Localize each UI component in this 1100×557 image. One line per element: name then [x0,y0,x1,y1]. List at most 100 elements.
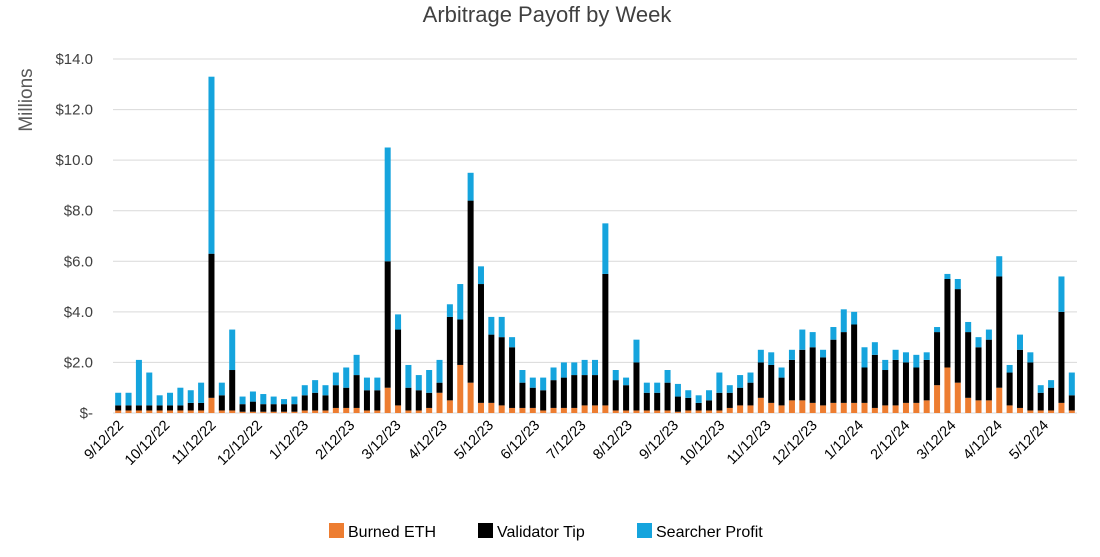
bar-burned-eth [633,410,640,413]
bar-validator-tip [177,405,184,411]
bar-searcher-profit [374,377,381,391]
bar-validator-tip [581,375,588,406]
x-tick-label: 12/12/22 [215,418,266,469]
bar-validator-tip [135,405,142,411]
bar-searcher-profit [322,385,329,396]
bar-searcher-profit [602,223,609,274]
chart-title: Arbitrage Payoff by Week [423,2,673,27]
x-tick-label: 5/12/24 [1007,418,1053,464]
bar-validator-tip [571,375,578,408]
bar-validator-tip [633,362,640,411]
bar-validator-tip [674,396,681,412]
bar-burned-eth [239,411,246,413]
bar-burned-eth [726,407,733,413]
bar-searcher-profit [146,372,153,406]
bar-validator-tip [1048,387,1055,411]
bar-searcher-profit [395,314,402,330]
bar-burned-eth [457,364,464,413]
bar-burned-eth [415,410,422,413]
bar-burned-eth [674,411,681,413]
bar-burned-eth [135,410,142,413]
bar-validator-tip [871,354,878,408]
bar-searcher-profit [177,387,184,406]
bar-searcher-profit [788,349,795,360]
bar-searcher-profit [757,349,764,363]
x-tick-label: 2/12/23 [313,418,359,464]
bar-searcher-profit [975,337,982,348]
legend: Burned ETH Validator Tip Searcher Profit [329,523,763,541]
legend-label: Searcher Profit [656,524,763,541]
bar-searcher-profit [591,359,598,376]
bar-searcher-profit [861,347,868,368]
bar-burned-eth [218,410,225,413]
bar-searcher-profit [706,390,713,401]
bar-validator-tip [146,405,153,411]
bar-burned-eth [156,410,163,413]
bar-burned-eth [778,405,785,413]
bar-burned-eth [550,407,557,413]
bar-searcher-profit [446,304,453,317]
bar-burned-eth [374,410,381,413]
bar-burned-eth [913,402,920,413]
x-tick-label: 1/12/24 [822,418,868,464]
bar-searcher-profit [426,370,433,393]
bar-searcher-profit [612,370,619,381]
bar-searcher-profit [954,278,961,290]
bar-validator-tip [996,276,1003,388]
bar-burned-eth [581,405,588,413]
bar-searcher-profit [1037,385,1044,393]
bar-validator-tip [861,367,868,403]
bar-validator-tip [301,395,308,411]
bar-burned-eth [871,407,878,413]
bar-burned-eth [529,407,536,413]
bar-validator-tip [498,337,505,406]
bar-validator-tip [312,392,319,411]
bar-burned-eth [229,410,236,413]
x-tick-label: 5/12/23 [451,418,497,464]
bar-searcher-profit [353,354,360,376]
bar-burned-eth [830,402,837,413]
bar-validator-tip [612,380,619,411]
bar-burned-eth [322,410,329,413]
bar-validator-tip [716,392,723,411]
bar-validator-tip [695,402,702,411]
bar-searcher-profit [270,396,277,405]
bar-validator-tip [540,390,547,411]
bar-burned-eth [1006,405,1013,413]
bar-searcher-profit [882,359,889,371]
bar-searcher-profit [571,362,578,376]
bar-validator-tip [446,316,453,401]
x-tick-label: 2/12/24 [868,418,914,464]
y-tick-label: $12.0 [55,102,93,119]
bar-searcher-profit [623,377,630,386]
bar-validator-tip [1016,349,1023,408]
y-tick-label: $8.0 [64,203,93,220]
bar-validator-tip [757,362,764,398]
bar-burned-eth [716,410,723,413]
bar-searcher-profit [633,339,640,363]
x-tick-label: 9/12/23 [636,418,682,464]
bar-searcher-profit [695,395,702,403]
bar-searcher-profit [301,385,308,396]
bar-searcher-profit [560,362,567,378]
bar-burned-eth [467,382,474,413]
bar-searcher-profit [654,382,661,393]
bar-searcher-profit [851,311,858,325]
bar-validator-tip [840,332,847,403]
bar-validator-tip [788,359,795,401]
bar-validator-tip [125,405,132,411]
bar-searcher-profit [187,390,194,403]
bar-searcher-profit [208,76,215,254]
bar-searcher-profit [1016,334,1023,350]
legend-label: Validator Tip [497,524,585,541]
x-tick-label: 8/12/23 [590,418,636,464]
bar-burned-eth [249,411,256,413]
bar-validator-tip [291,404,298,412]
bar-searcher-profit [457,284,464,320]
bar-searcher-profit [830,327,837,340]
bar-searcher-profit [229,329,236,371]
bar-searcher-profit [384,147,391,262]
bar-validator-tip [726,392,733,408]
bar-validator-tip [768,364,775,403]
bar-validator-tip [426,392,433,408]
